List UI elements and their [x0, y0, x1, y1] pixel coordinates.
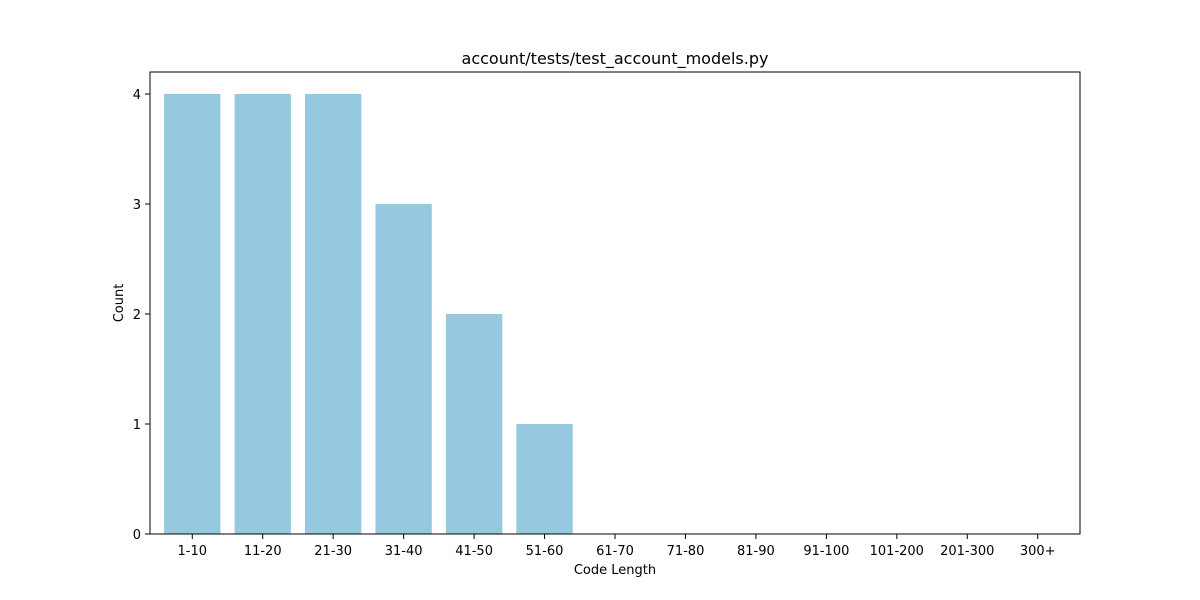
y-tick-label: 1: [133, 418, 141, 433]
x-axis-label: Code Length: [574, 563, 656, 578]
x-tick-label: 61-70: [596, 544, 634, 559]
x-tick-label: 71-80: [667, 544, 705, 559]
bar-51-60: [516, 424, 573, 534]
x-axis-ticks: 1-10 11-20 21-30 31-40 41-50 51-60 61-70 71-80 8…: [178, 534, 1056, 559]
x-tick-label: 201-300: [940, 544, 994, 559]
chart-title: account/tests/test_account_models.py: [462, 49, 769, 69]
x-tick-label: 31-40: [385, 544, 423, 559]
y-axis-ticks: 0 1 2 3 4: [133, 88, 150, 543]
x-tick-label: 1-10: [178, 544, 208, 559]
y-tick-label: 2: [133, 308, 141, 323]
x-tick-label: 101-200: [870, 544, 924, 559]
y-tick-label: 4: [133, 88, 141, 103]
bar-21-30: [305, 94, 362, 534]
y-tick-label: 3: [133, 198, 141, 213]
x-tick-label: 300+: [1020, 544, 1056, 559]
x-tick-label: 51-60: [526, 544, 564, 559]
y-axis-label: Count: [112, 284, 127, 323]
bar-11-20: [234, 94, 291, 534]
x-tick-label: 91-100: [803, 544, 849, 559]
x-tick-label: 41-50: [455, 544, 493, 559]
bar-1-10: [164, 94, 221, 534]
x-tick-label: 11-20: [244, 544, 282, 559]
x-tick-label: 81-90: [737, 544, 775, 559]
bars-group: [164, 94, 573, 534]
x-tick-label: 21-30: [314, 544, 352, 559]
bar-41-50: [445, 314, 503, 534]
bar-31-40: [375, 204, 432, 534]
y-tick-label: 0: [133, 528, 141, 543]
